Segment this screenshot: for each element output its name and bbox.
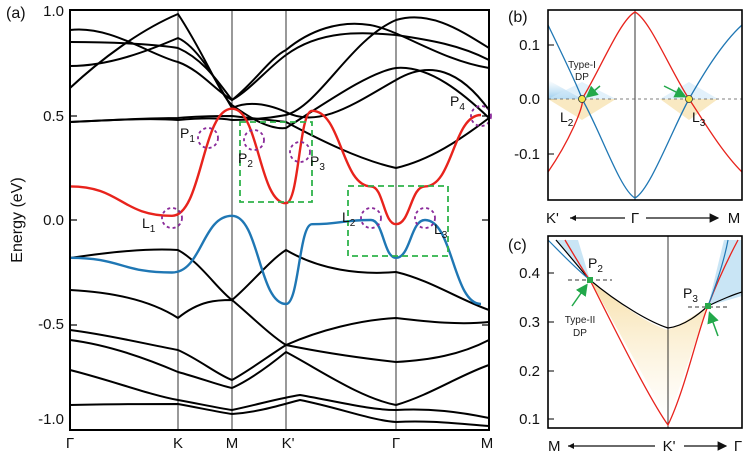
crossing-circle-p4 bbox=[470, 105, 492, 127]
label-p1: P1 bbox=[180, 125, 195, 145]
kpoint-label: M bbox=[481, 435, 494, 452]
band-blue-c bbox=[707, 239, 729, 307]
kpoint-label: K bbox=[173, 435, 183, 452]
xlabel-gamma: Γ bbox=[631, 210, 639, 227]
k-point-labels: Γ K M K' Γ M bbox=[66, 435, 493, 452]
plot-frame-b bbox=[547, 9, 743, 201]
kpoint-label: M bbox=[226, 435, 239, 452]
crossing-circle-p2 bbox=[243, 129, 265, 151]
xlabel-m-c: M bbox=[548, 438, 561, 455]
xlabel-kprime: K' bbox=[546, 210, 559, 227]
crossing-circle-l3 bbox=[414, 207, 436, 229]
xlabel-gamma-c: Γ bbox=[734, 438, 742, 455]
panel-c-label: (c) bbox=[508, 237, 527, 254]
panel-b-label: (b) bbox=[508, 9, 528, 26]
ytick-label: -1.0 bbox=[38, 411, 64, 428]
cone-shade bbox=[660, 99, 718, 120]
label-p2-c: P2 bbox=[588, 255, 603, 275]
cone-shade bbox=[548, 82, 616, 99]
label-p3-c: P3 bbox=[683, 285, 698, 305]
arrow-green bbox=[571, 283, 588, 307]
label-p4: P4 bbox=[450, 93, 465, 113]
crossing-markers bbox=[161, 105, 492, 229]
cone-shade bbox=[708, 240, 742, 306]
zoom-box-type-ii bbox=[239, 121, 313, 203]
band-blue-b bbox=[547, 24, 743, 199]
crossing-circle-l1 bbox=[161, 207, 183, 229]
kpoint-label: K' bbox=[282, 435, 295, 452]
kpoint-label: Γ bbox=[392, 435, 400, 452]
panel-a-label: (a) bbox=[6, 5, 26, 22]
label-p3: P3 bbox=[310, 153, 325, 173]
plot-frame-a bbox=[69, 9, 490, 431]
band-upper-red bbox=[69, 107, 482, 226]
ytick-label: 1.0 bbox=[43, 3, 64, 20]
y-ticks-a: 1.0 0.5 0.0 -0.5 -1.0 bbox=[38, 3, 489, 428]
highlighted-bands bbox=[69, 107, 482, 306]
crossing-circle-l2 bbox=[360, 207, 382, 229]
arrow-green bbox=[707, 311, 719, 337]
crossing-circle-p3 bbox=[289, 141, 311, 163]
annotation-type-i: Type-I DP bbox=[568, 60, 596, 83]
kpoint-label: Γ bbox=[66, 435, 74, 452]
panel-c: (c) 0.4 0.3 0.2 0.1 P2 P3 Type-II DP M K' bbox=[508, 235, 743, 455]
crossing-labels: L1 P1 P2 P3 L2 L3 P4 bbox=[142, 93, 465, 241]
label-l3: L3 bbox=[434, 221, 448, 241]
ytick-label: -0.1 bbox=[514, 146, 540, 163]
zoom-box-type-i bbox=[347, 185, 449, 257]
arrow-green bbox=[663, 85, 687, 98]
label-l1: L1 bbox=[142, 215, 156, 235]
band-blue-c bbox=[547, 239, 591, 281]
xlabel-kprime-c: K' bbox=[663, 438, 676, 455]
label-l2: L2 bbox=[342, 209, 356, 229]
ytick-label: 0.3 bbox=[519, 314, 540, 331]
band-lower-blue bbox=[69, 214, 482, 306]
ytick-label: -0.5 bbox=[38, 316, 64, 333]
band-red-b bbox=[547, 11, 743, 173]
annotation-type-ii: Type-II DP bbox=[565, 315, 596, 339]
label-p2: P2 bbox=[238, 150, 253, 170]
label-l2-b: L2 bbox=[560, 109, 574, 129]
dirac-point-p3 bbox=[705, 303, 711, 309]
dirac-point-l2 bbox=[578, 95, 586, 103]
ytick-label: 0.0 bbox=[519, 91, 540, 108]
crossing-circle-p1 bbox=[197, 127, 219, 149]
ytick-label: 0.5 bbox=[43, 108, 64, 125]
ytick-label: 0.1 bbox=[519, 37, 540, 54]
label-l3-b: L3 bbox=[692, 109, 706, 129]
type-ii-cone-shade bbox=[590, 280, 708, 420]
y-axis-label: Energy (eV) bbox=[9, 177, 26, 262]
band-black-c bbox=[555, 239, 743, 329]
xlabel-m: M bbox=[728, 210, 741, 227]
dirac-point-l3 bbox=[685, 95, 693, 103]
ytick-label: 0.0 bbox=[43, 212, 64, 229]
background-bands bbox=[69, 12, 490, 427]
arrow-green bbox=[585, 85, 601, 98]
plot-frame-c bbox=[547, 235, 743, 429]
panel-b: (b) 0.1 0.0 -0.1 Type-I DP L2 L3 K' Γ M bbox=[508, 9, 743, 227]
dirac-point-p2 bbox=[587, 277, 593, 283]
ytick-label: 0.1 bbox=[519, 411, 540, 428]
cone-shade bbox=[548, 99, 616, 120]
ytick-label: 0.4 bbox=[519, 265, 540, 282]
ytick-label: 0.2 bbox=[519, 363, 540, 380]
panel-a: (a) Energy (eV) 1.0 0.5 0.0 -0.5 -1.0 bbox=[6, 3, 493, 452]
